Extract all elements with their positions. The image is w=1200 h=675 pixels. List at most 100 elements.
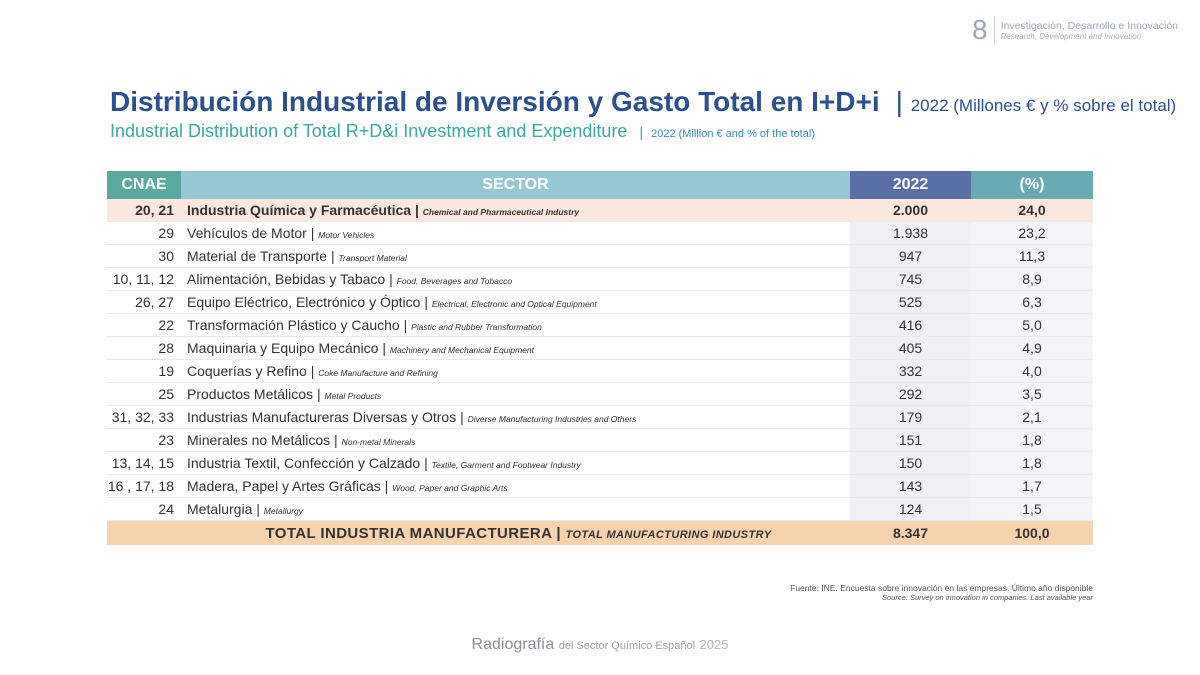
sector-cell: Metalurgia | Metallurgy <box>181 497 850 521</box>
sector-en: Coke Manufacture and Refining <box>318 368 438 378</box>
title-sub-en: 2022 (Million € and % of the total) <box>651 128 815 140</box>
value-cell: 2.000 <box>850 199 971 222</box>
page-subtitle: Industrial Distribution of Total R+D&i I… <box>110 121 815 142</box>
cnae-cell: 29 <box>107 221 181 245</box>
table-row: 24 Metalurgia | Metallurgy 124 1,5 <box>107 497 1093 521</box>
table-row: 31, 32, 33 Industrias Manufactureras Div… <box>107 405 1093 429</box>
col-pct: (%) <box>971 171 1093 199</box>
cnae-cell <box>107 520 181 545</box>
sector-en: Chemical and Pharmaceutical Industry <box>422 207 580 217</box>
table-header: CNAE SECTOR 2022 (%) <box>107 171 1093 199</box>
cnae-cell: 24 <box>107 497 181 521</box>
value-cell: 745 <box>850 267 971 291</box>
table-row: 19 Coquerías y Refino | Coke Manufacture… <box>107 359 1093 383</box>
sector-en: Wood, Paper and Graphic Arts <box>392 483 508 493</box>
page-title: Distribución Industrial de Inversión y G… <box>110 86 1176 118</box>
sector-cell: Maquinaria y Equipo Mecánico | Machinery… <box>181 336 850 360</box>
sector-es: Madera, Papel y Artes Gráficas <box>187 478 381 494</box>
pct-cell: 3,5 <box>971 382 1093 406</box>
table-row: 29 Vehículos de Motor | Motor Vehicles 1… <box>107 221 1093 245</box>
pct-cell: 4,9 <box>971 336 1093 360</box>
sector-cell: Industria Textil, Confección y Calzado |… <box>181 451 850 475</box>
sector-es: Equipo Eléctrico, Electrónico y Óptico <box>187 294 421 310</box>
sector-cell: Madera, Papel y Artes Gráficas | Wood, P… <box>181 474 850 498</box>
sector-en: Electrical, Electronic and Optical Equip… <box>431 299 597 309</box>
sector-es: Maquinaria y Equipo Mecánico <box>187 340 379 356</box>
pct-cell: 24,0 <box>971 199 1093 222</box>
sector-en: Food, Beverages and Tobacco <box>396 276 513 286</box>
section-title-en: Research, Development and Innovation <box>1000 31 1142 41</box>
section-title-es: Investigación, Desarrollo e Innovación <box>1000 19 1178 32</box>
sector-en: Transport Material <box>338 253 407 263</box>
sector-es: Productos Metálicos <box>187 386 314 402</box>
sector-es: Vehículos de Motor <box>187 225 307 241</box>
sector-es: Metalurgia <box>187 501 253 517</box>
pct-cell: 8,9 <box>971 267 1093 291</box>
sector-cell: Productos Metálicos | Metal Products <box>181 382 850 406</box>
table-row: 16 , 17, 18 Madera, Papel y Artes Gráfic… <box>107 474 1093 498</box>
value-cell: 405 <box>850 336 971 360</box>
cnae-cell: 20, 21 <box>107 199 181 222</box>
table-row: 30 Material de Transporte | Transport Ma… <box>107 244 1093 268</box>
title-es: Distribución Industrial de Inversión y G… <box>110 86 880 117</box>
table-row: 23 Minerales no Metálicos | Non-metal Mi… <box>107 428 1093 452</box>
value-cell: 8.347 <box>850 520 971 545</box>
cnae-cell: 19 <box>107 359 181 383</box>
pct-cell: 2,1 <box>971 405 1093 429</box>
col-cnae: CNAE <box>107 171 181 199</box>
sector-es: Transformación Plástico y Caucho <box>187 317 400 333</box>
value-cell: 151 <box>850 428 971 452</box>
section-header: 8 Investigación, Desarrollo e Innovación… <box>972 16 1178 44</box>
value-cell: 179 <box>850 405 971 429</box>
pct-cell: 1,5 <box>971 497 1093 521</box>
sector-cell: Material de Transporte | Transport Mater… <box>181 244 850 268</box>
table-row: 13, 14, 15 Industria Textil, Confección … <box>107 451 1093 475</box>
pct-cell: 6,3 <box>971 290 1093 314</box>
sector-en: Diverse Manufacturing Industries and Oth… <box>467 414 637 424</box>
value-cell: 947 <box>850 244 971 268</box>
table-row: 10, 11, 12 Alimentación, Bebidas y Tabac… <box>107 267 1093 291</box>
value-cell: 124 <box>850 497 971 521</box>
sector-en: Textile, Garment and Footwear Industry <box>431 460 581 470</box>
source-en: Source: Survey on innovation in companie… <box>882 593 1093 602</box>
pct-cell: 11,3 <box>971 244 1093 268</box>
sector-cell: Coquerías y Refino | Coke Manufacture an… <box>181 359 850 383</box>
sector-es: Industrias Manufactureras Diversas y Otr… <box>187 409 457 425</box>
value-cell: 1.938 <box>850 221 971 245</box>
sector-cell: Transformación Plástico y Caucho | Plast… <box>181 313 850 337</box>
title-en: Industrial Distribution of Total R+D&i I… <box>110 121 628 141</box>
page-number: 8 <box>972 16 995 44</box>
cnae-cell: 28 <box>107 336 181 360</box>
cnae-cell: 22 <box>107 313 181 337</box>
sector-en: Machinery and Mechanical Equipment <box>389 345 534 355</box>
table-row: 20, 21 Industria Química y Farmacéutica … <box>107 199 1093 222</box>
footer-brand: Radiografía <box>471 636 555 653</box>
sector-es: Industria Química y Farmacéutica <box>187 202 412 218</box>
sector-cell: Vehículos de Motor | Motor Vehicles <box>181 221 850 245</box>
investment-table: CNAE SECTOR 2022 (%) 20, 21 Industria Qu… <box>107 171 1093 545</box>
sector-cell: Industria Química y Farmacéutica | Chemi… <box>181 199 850 222</box>
subtitle-separator: | <box>639 124 644 140</box>
sector-en: Non-metal Minerals <box>341 437 416 447</box>
sector-cell: TOTAL INDUSTRIA MANUFACTURERA | TOTAL MA… <box>181 520 850 545</box>
source-note: Fuente: INE. Encuesta sobre innovación e… <box>790 583 1093 602</box>
sector-es: Industria Textil, Confección y Calzado <box>187 455 421 471</box>
title-separator: | <box>895 86 903 117</box>
value-cell: 143 <box>850 474 971 498</box>
col-sector: SECTOR <box>181 171 850 199</box>
pct-cell: 23,2 <box>971 221 1093 245</box>
table-row: 22 Transformación Plástico y Caucho | Pl… <box>107 313 1093 337</box>
sector-en: Metallurgy <box>263 506 304 516</box>
sector-cell: Alimentación, Bebidas y Tabaco | Food, B… <box>181 267 850 291</box>
total-row: TOTAL INDUSTRIA MANUFACTURERA | TOTAL MA… <box>107 520 1093 545</box>
table-row: 26, 27 Equipo Eléctrico, Electrónico y Ó… <box>107 290 1093 314</box>
table-row: 28 Maquinaria y Equipo Mecánico | Machin… <box>107 336 1093 360</box>
sector-es: Material de Transporte <box>187 248 328 264</box>
pct-cell: 5,0 <box>971 313 1093 337</box>
footer-text: del Sector Químico Español <box>558 640 696 652</box>
sector-en: Plastic and Rubber Transformation <box>411 322 542 332</box>
sector-es: Alimentación, Bebidas y Tabaco <box>187 271 386 287</box>
footer: Radiografía del Sector Químico Español 2… <box>0 636 1200 654</box>
sector-cell: Industrias Manufactureras Diversas y Otr… <box>181 405 850 429</box>
